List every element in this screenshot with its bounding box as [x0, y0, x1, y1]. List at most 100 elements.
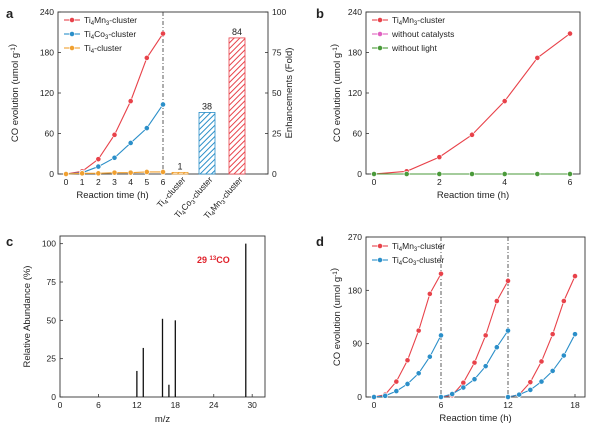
- panel-a-x-tick-label: 3: [112, 177, 117, 187]
- panel-d-point-s1-20: [572, 331, 578, 338]
- panel-b-legend-marker-0: [377, 17, 383, 23]
- panel-d-series-line-1-cycle-2: [507, 333, 576, 398]
- panel-a-legend-marker-1: [69, 31, 75, 37]
- panel-d-point-s0-20: [572, 273, 578, 280]
- panel-d-point-s1-5: [426, 353, 433, 360]
- panel-a-y2-tick-label: 0: [272, 169, 277, 179]
- panel-a-y2-tick-label: 25: [272, 129, 282, 139]
- panel-d-point-s1-17: [538, 378, 545, 385]
- panel-a-x-tick-label: 1: [80, 177, 85, 187]
- panel-d-x-tick-label: 18: [570, 400, 580, 410]
- panel-d-point-s1-4: [415, 370, 422, 377]
- panel-a-legend-label-1: Ti4Co3-cluster: [84, 29, 136, 41]
- panel-a-point-s1-4: [127, 140, 134, 146]
- panel-a-point-s0-4: [127, 98, 134, 104]
- panel-b-point-s0-2: [436, 154, 443, 161]
- panel-d-point-s1-16: [527, 386, 534, 393]
- panel-d-point-s1-18: [549, 368, 556, 374]
- panel-a-bar-1: [198, 112, 216, 175]
- panel-a-bar-value-0: 1: [177, 161, 182, 171]
- panel-d-point-s0-17: [538, 358, 545, 365]
- panel-a-bar-value-2: 84: [232, 27, 242, 37]
- panel-b-x-tick-label: 0: [372, 177, 377, 187]
- panel-d-point-s1-3: [404, 381, 411, 387]
- panel-a-point-s0-3: [111, 131, 118, 138]
- panel-c-x-tick-label: 30: [247, 400, 257, 410]
- panel-a-series-line-0: [65, 33, 164, 175]
- panel-d-xlabel: Reaction time (h): [439, 413, 511, 424]
- panel-d-point-s0-19: [560, 298, 567, 304]
- panel-d-ylabel: CO evolution (umol g-1): [329, 268, 343, 366]
- panel-a-y-tick-label: 60: [45, 129, 55, 139]
- panel-b-ylabel: CO evolution (umol g-1): [329, 44, 343, 142]
- panel-a-point-s2-5: [143, 169, 150, 175]
- panel-a-x-tick-label: 5: [144, 177, 149, 187]
- panel-a-x-tick-label: 4: [128, 177, 133, 187]
- panel-b-y-tick-label: 0: [357, 169, 362, 179]
- panel-b-point-s2-6: [567, 171, 573, 177]
- panel-b-point-s0-6: [567, 30, 573, 37]
- panel-c-x-tick-label: 24: [209, 400, 219, 410]
- panel-d-legend-label-1: Ti4Co3-cluster: [392, 255, 444, 267]
- panel-a-point-s1-3: [111, 154, 118, 161]
- panel-b-point-s0-5: [534, 55, 541, 61]
- panel-letter-b: b: [316, 6, 324, 21]
- panel-a-point-s2-3: [111, 169, 118, 176]
- panel-a-point-s1-2: [95, 163, 102, 170]
- panel-d-legend-marker-1: [377, 257, 383, 263]
- panel-c: 0 25 50 75 100 0 6 12 18 24 30 29 13CO m/z Relative A…: [22, 235, 266, 425]
- panel-b-point-s2-3: [469, 171, 475, 177]
- panel-a-legend-label-0: Ti4Mn3-cluster: [84, 15, 137, 27]
- panel-b-point-s2-4: [501, 171, 508, 177]
- panel-d-point-s1-14: [505, 394, 511, 400]
- panel-c-y-tick-label: 75: [47, 277, 57, 287]
- panel-c-y-tick-label: 0: [51, 392, 56, 402]
- panel-c-y-tick-label: 100: [42, 239, 56, 249]
- panel-b-series-line-0: [373, 33, 571, 175]
- panel-d-point-s1-11: [482, 363, 489, 370]
- panel-a-series-line-1: [65, 104, 164, 175]
- panel-c-y-tick-label: 25: [47, 354, 57, 364]
- panel-a-x-tick-label: 2: [96, 177, 101, 187]
- panel-a-legend-marker-0: [69, 17, 75, 23]
- panel-b-point-s0-3: [469, 131, 475, 138]
- panel-d-point-s0-13: [505, 277, 511, 284]
- panel-d-point-s1-2: [393, 388, 400, 394]
- panel-d-legend-label-0: Ti4Mn3-cluster: [392, 241, 445, 253]
- panel-letter-a: a: [6, 6, 14, 21]
- panel-d-point-s1-19: [560, 352, 567, 359]
- panel-d-point-s0-16: [527, 379, 534, 386]
- panel-b-x-tick-label: 4: [502, 177, 507, 187]
- panel-a-point-s0-6: [160, 30, 166, 37]
- panel-d-point-s0-3: [404, 357, 411, 364]
- panel-b-y-tick-label: 120: [348, 88, 362, 98]
- panel-b-point-s2-0: [371, 171, 377, 177]
- panel-d-point-s0-18: [549, 331, 556, 338]
- panel-d-x-tick-label: 12: [503, 400, 513, 410]
- panel-letter-c: c: [6, 234, 13, 249]
- panel-b-point-s0-4: [501, 98, 508, 104]
- panel-d-point-s0-9: [460, 379, 467, 386]
- panel-a-ylabel: CO evolution (umol g-1): [7, 44, 21, 142]
- panel-a-point-s0-5: [143, 55, 150, 61]
- panel-d-y-tick-label: 90: [353, 339, 363, 349]
- panel-a-bar-value-1: 38: [202, 101, 212, 111]
- panel-a-y-tick-label: 120: [40, 88, 54, 98]
- panel-a-y-tick-label: 0: [49, 169, 54, 179]
- panel-a-bar-2: [228, 37, 246, 175]
- panel-c-x-tick-label: 18: [171, 400, 181, 410]
- panel-a-x-tick-label: 6: [161, 177, 166, 187]
- panel-a-point-s0-2: [95, 156, 102, 163]
- panel-b-y-tick-label: 180: [348, 48, 362, 58]
- panel-b-legend-label-1: without catalysts: [391, 29, 454, 39]
- panel-letter-d: d: [316, 234, 324, 249]
- panel-d-point-s1-9: [460, 384, 467, 391]
- panel-b-y-tick-label: 60: [353, 129, 363, 139]
- panel-a-legend-marker-2: [69, 45, 75, 51]
- panel-d-y-tick-label: 270: [348, 232, 362, 242]
- panel-a-point-s2-1: [79, 170, 86, 177]
- panel-d-x-tick-label: 0: [372, 400, 377, 410]
- panel-d-point-s1-6: [438, 332, 444, 339]
- panel-d-point-s0-2: [393, 378, 400, 385]
